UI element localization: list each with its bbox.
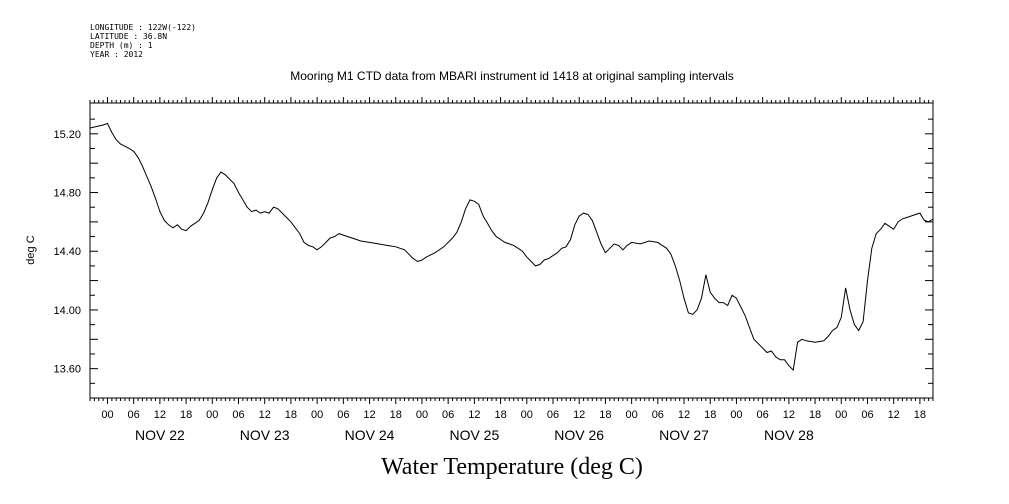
x-tick-label: 06 [547, 409, 559, 421]
y-axis-label: deg C [25, 235, 37, 264]
x-tick-label: 18 [390, 409, 402, 421]
x-tick-label: 06 [337, 409, 349, 421]
x-tick-label: 00 [101, 409, 113, 421]
x-tick-label: 18 [914, 409, 926, 421]
x-tick-label: 18 [809, 409, 821, 421]
meta-latitude: LATITUDE : 36.8N [90, 32, 167, 41]
x-tick-label: 12 [573, 409, 585, 421]
y-tick-label: 13.60 [53, 364, 81, 376]
x-tick-label: 00 [730, 409, 742, 421]
x-tick-label: 12 [468, 409, 480, 421]
x-day-label: NOV 27 [659, 427, 709, 443]
y-tick-label: 14.00 [53, 305, 81, 317]
x-tick-label: 06 [442, 409, 454, 421]
meta-year: YEAR : 2012 [90, 50, 143, 59]
x-tick-label: 06 [128, 409, 140, 421]
x-tick-label: 00 [416, 409, 428, 421]
meta-depth: DEPTH (m) : 1 [90, 41, 153, 50]
y-axis: 13.60 14.00 14.40 14.80 15.20 [53, 118, 933, 384]
x-tick-label: 06 [757, 409, 769, 421]
x-day-label: NOV 24 [345, 427, 395, 443]
plot-frame [89, 102, 934, 399]
x-tick-label: 12 [259, 409, 271, 421]
chart-title: Mooring M1 CTD data from MBARI instrumen… [290, 69, 734, 83]
temperature-series-line [89, 122, 934, 372]
x-tick-label: 00 [206, 409, 218, 421]
x-tick-label: 00 [835, 409, 847, 421]
x-day-label: NOV 28 [764, 427, 814, 443]
x-day-label: NOV 22 [135, 427, 185, 443]
x-tick-label: 06 [652, 409, 664, 421]
x-day-label: NOV 25 [449, 427, 499, 443]
x-tick-label: 18 [285, 409, 297, 421]
x-tick-label: 12 [154, 409, 166, 421]
x-tick-label: 12 [888, 409, 900, 421]
x-tick-label: 00 [311, 409, 323, 421]
x-tick-label: 12 [363, 409, 375, 421]
y-tick-label: 14.80 [53, 188, 81, 200]
x-tick-label: 00 [521, 409, 533, 421]
x-tick-label: 06 [861, 409, 873, 421]
x-axis-title: Water Temperature (deg C) [381, 454, 643, 480]
x-tick-label: 12 [678, 409, 690, 421]
x-day-label: NOV 26 [554, 427, 604, 443]
x-tick-label: 18 [599, 409, 611, 421]
x-day-label: NOV 23 [240, 427, 290, 443]
x-tick-label: 00 [625, 409, 637, 421]
metadata-block: LONGITUDE : 122W(-122) LATITUDE : 36.8N … [90, 23, 196, 59]
y-tick-label: 14.40 [53, 246, 81, 258]
x-tick-label: 18 [180, 409, 192, 421]
x-tick-label: 18 [704, 409, 716, 421]
y-tick-label: 15.20 [53, 129, 81, 141]
x-tick-label: 06 [232, 409, 244, 421]
x-tick-label: 12 [783, 409, 795, 421]
x-tick-label: 18 [494, 409, 506, 421]
x-axis: 00 06 12 18 00 06 12 18 00 06 12 18 00 06 12 18 00 06 12 18… [89, 97, 934, 443]
meta-longitude: LONGITUDE : 122W(-122) [90, 23, 196, 32]
